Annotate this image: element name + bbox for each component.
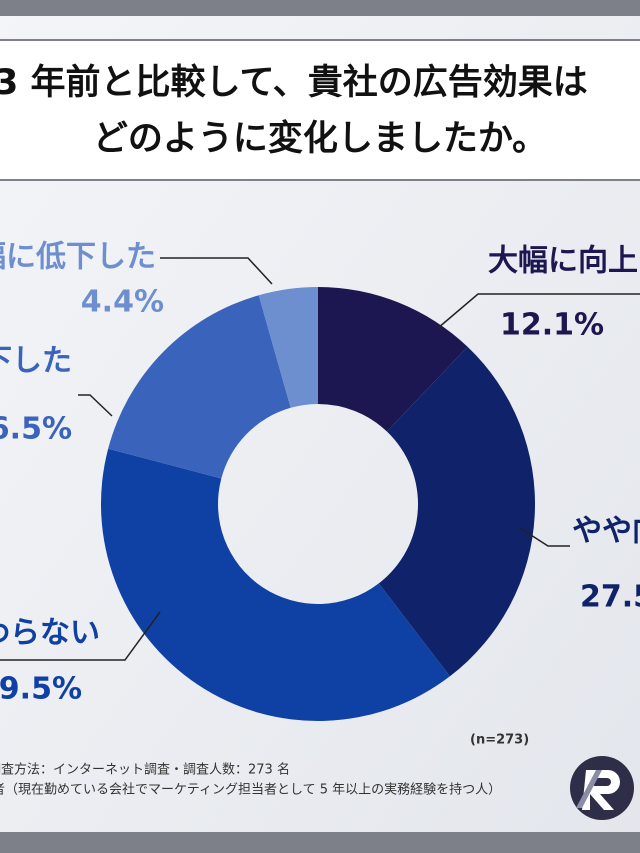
donut-slice [378,346,535,677]
category-label: 変わらない [0,616,100,651]
category-label: やや低下した [0,344,72,379]
category-label: 大幅に向上した [488,244,640,279]
value-label: 12.1% [500,308,604,343]
category-label: やや向上した [572,514,640,549]
top-strip [0,0,640,16]
chart-title: 3 年前と比較して、貴社の広告効果は [0,63,588,103]
logo [570,756,634,820]
bottom-strip [0,832,640,853]
footnote: 調査対象者（現在勤めている会社でマーケティング担当者として 5 年以上の実務経験… [0,782,501,798]
value-label: 39.5% [0,672,82,707]
sample-note: (n=273) [470,733,529,748]
leader-line [78,394,113,417]
donut-slice [108,295,291,479]
footnote: 調査方法：インターネット調査・調査人数：273 名 [0,762,290,778]
leader-line [0,611,161,661]
donut-slice [100,448,450,721]
category-label: 大幅に低下した [0,240,156,275]
donut-slice [258,287,318,408]
donut-slice [318,287,468,432]
value-label: 27.5% [580,580,640,615]
title-box [0,40,640,180]
leader-line [437,293,640,329]
value-label: 4.4% [81,285,164,320]
leader-line [519,527,570,547]
leader-line [160,257,273,285]
leader-lines [0,257,640,661]
chart-title: どのように変化しましたか。 [93,118,547,159]
value-label: 16.5% [0,412,72,447]
